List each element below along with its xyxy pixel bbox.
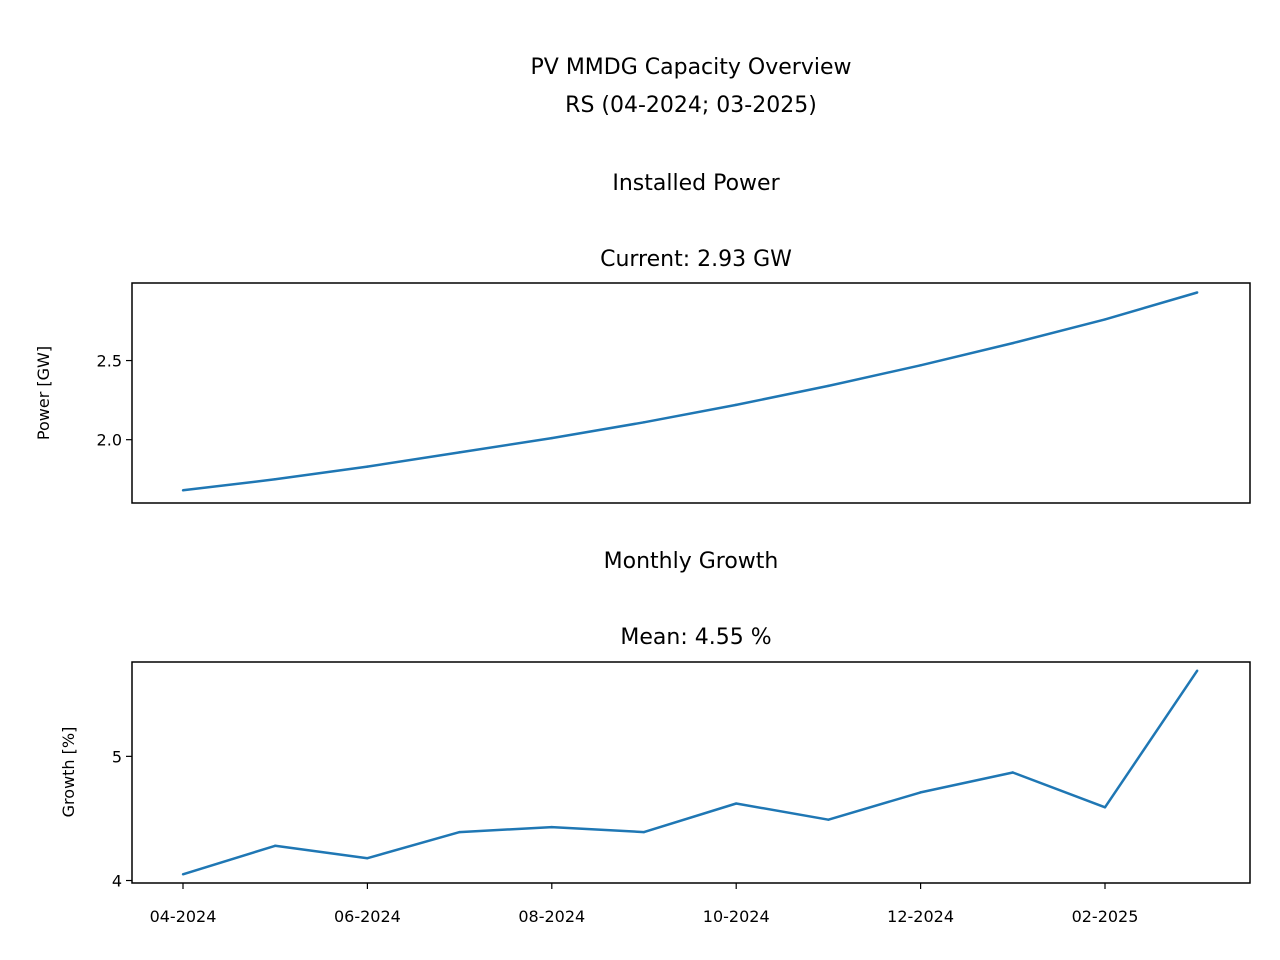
- x-tick-label: 12-2024: [887, 907, 954, 926]
- data-point: [550, 436, 553, 440]
- data-point: [366, 465, 369, 468]
- data-point: [642, 421, 646, 424]
- data-point: [642, 830, 646, 834]
- data-point: [827, 384, 830, 388]
- y-tick-label: 2.5: [97, 352, 122, 371]
- figure-title-line2: RS (04-2024; 03-2025): [565, 93, 817, 118]
- power-panel-title: Installed Power: [612, 171, 780, 196]
- power-plot-frame: [131, 282, 1251, 504]
- growth-plot-frame: [131, 661, 1251, 884]
- growth-series-line: [182, 670, 1199, 876]
- data-point: [550, 825, 553, 829]
- data-point: [735, 802, 738, 805]
- x-tick-label: 02-2025: [1072, 907, 1139, 926]
- growth-points: [181, 669, 1199, 876]
- power-series-line: [182, 291, 1198, 492]
- y-tick-label: 2.0: [97, 431, 122, 450]
- x-tick-label: 10-2024: [703, 907, 770, 926]
- data-point: [274, 478, 277, 481]
- power-points: [181, 291, 1199, 492]
- data-point: [827, 818, 830, 821]
- x-tick-label: 08-2024: [518, 907, 585, 926]
- growth-x-ticks: 04-2024 06-2024 08-2024 10-2024 12-2024 02-20…: [150, 883, 1139, 926]
- data-point: [735, 403, 738, 407]
- data-point: [1103, 806, 1107, 809]
- y-tick-label: 4: [112, 872, 122, 891]
- data-point: [919, 791, 922, 794]
- data-point: [181, 873, 185, 876]
- x-tick-label: 04-2024: [150, 907, 217, 926]
- data-point: [1196, 669, 1199, 672]
- data-point: [1011, 771, 1014, 774]
- growth-y-axis-label: Growth [%]: [59, 727, 78, 818]
- data-point: [366, 856, 369, 860]
- growth-panel-title: Monthly Growth: [604, 549, 779, 574]
- growth-panel-subtitle: Mean: 4.55 %: [620, 625, 771, 650]
- data-point: [274, 844, 277, 847]
- growth-y-ticks: 45: [112, 747, 132, 891]
- data-point: [1196, 291, 1199, 294]
- figure-title-line1: PV MMDG Capacity Overview: [531, 55, 852, 80]
- power-y-ticks: 2.0 2.5: [97, 352, 132, 450]
- data-point: [1103, 318, 1107, 321]
- power-panel-subtitle: Current: 2.93 GW: [600, 247, 792, 272]
- data-point: [458, 451, 461, 454]
- data-point: [919, 364, 922, 367]
- y-tick-label: 5: [112, 747, 122, 766]
- data-point: [458, 830, 461, 834]
- x-tick-label: 06-2024: [334, 907, 401, 926]
- data-point: [1011, 341, 1014, 345]
- power-y-axis-label: Power [GW]: [34, 346, 53, 440]
- data-point: [181, 489, 185, 492]
- power-panel: Installed Power Current: 2.93 GW Power […: [34, 171, 1251, 504]
- growth-panel: Monthly Growth Mean: 4.55 % Growth [%] 4…: [59, 549, 1251, 926]
